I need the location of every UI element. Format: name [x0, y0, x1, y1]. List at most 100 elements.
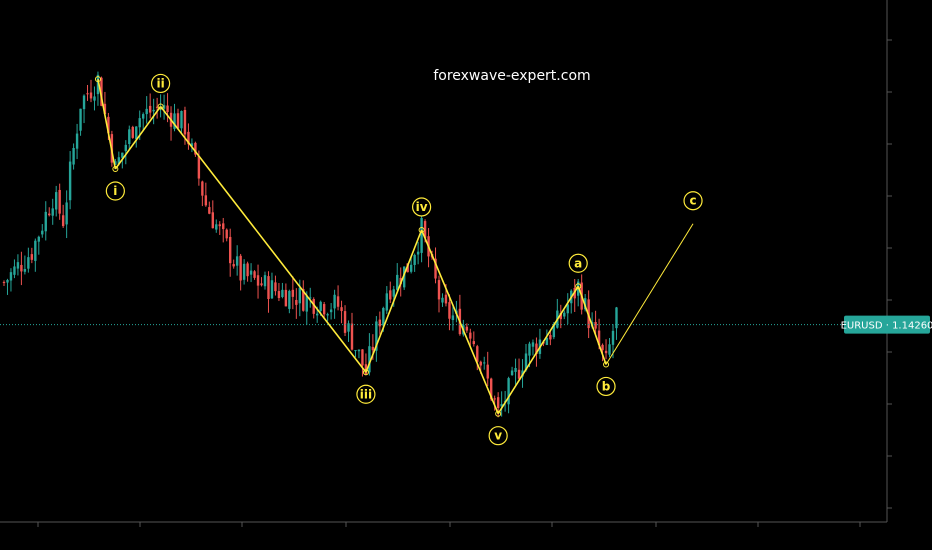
- candle-body: [604, 350, 608, 354]
- candle-body: [343, 311, 347, 333]
- candle-body: [333, 294, 336, 309]
- candle-body: [256, 275, 260, 286]
- candle-body: [322, 304, 326, 315]
- candle-body: [235, 256, 239, 266]
- candle-body: [2, 281, 6, 283]
- candle-body: [385, 293, 388, 311]
- candle-body: [187, 131, 190, 145]
- candle-body: [75, 133, 79, 149]
- candle-body: [552, 325, 556, 338]
- candle-body: [375, 321, 378, 351]
- candle-body: [34, 240, 37, 261]
- elliott-wave-lines: [94, 76, 694, 417]
- candle-body: [89, 92, 93, 99]
- candle-body: [232, 264, 235, 267]
- candle-body: [535, 343, 538, 355]
- candle-body: [406, 263, 409, 273]
- candle-body: [309, 297, 312, 299]
- candle-body: [448, 302, 451, 319]
- candle-body: [608, 344, 611, 355]
- candle-body: [117, 157, 121, 164]
- candle-body: [378, 319, 382, 327]
- candle-body: [545, 337, 549, 346]
- candle-body: [510, 370, 514, 376]
- candle-body: [166, 105, 169, 112]
- candle-body: [135, 126, 138, 140]
- wave-segment: [605, 223, 694, 365]
- candle-body: [204, 195, 208, 206]
- candle-body: [312, 299, 315, 314]
- candle-body: [103, 103, 107, 115]
- candle-body: [246, 263, 249, 277]
- candle-body: [528, 343, 531, 356]
- candle-body: [326, 314, 329, 316]
- candle-body: [201, 181, 204, 196]
- wave-segment: [114, 105, 162, 170]
- candle-body: [392, 289, 395, 297]
- candle-body: [298, 287, 301, 304]
- wave-label-i: i: [105, 181, 125, 201]
- candle-body: [451, 315, 455, 321]
- candle-body: [93, 96, 96, 101]
- candle-body: [399, 277, 402, 285]
- wave-segment: [97, 78, 117, 170]
- candle-body: [437, 280, 441, 300]
- candle-body: [396, 274, 399, 290]
- wave-label-ii: ii: [151, 73, 171, 94]
- candle-body: [142, 114, 145, 119]
- candle-body: [249, 270, 253, 275]
- wave-label-circle: [488, 426, 508, 446]
- candle-body: [23, 268, 27, 272]
- candle-body: [145, 108, 148, 115]
- candle-body: [30, 254, 34, 260]
- candle-body: [100, 77, 103, 106]
- candle-body: [559, 312, 562, 320]
- candle-body: [13, 266, 16, 275]
- candle-body: [124, 144, 127, 152]
- candle-body: [16, 262, 20, 269]
- candle-body: [476, 346, 479, 362]
- candle-body: [267, 276, 270, 299]
- candle-body: [524, 353, 528, 371]
- candle-body: [611, 330, 615, 345]
- wave-label-circle: [105, 181, 125, 201]
- candle-body: [566, 304, 569, 314]
- candle-body: [128, 129, 131, 145]
- price-badge[interactable]: EURUSD · 1.14260: [841, 315, 932, 334]
- candle-body: [107, 116, 110, 134]
- candle-body: [173, 113, 176, 129]
- candle-body: [148, 105, 152, 113]
- candle-body: [72, 148, 75, 165]
- candle-body: [493, 398, 496, 400]
- wave-point: [157, 103, 164, 110]
- wave-label-circle: [683, 191, 703, 211]
- wave-label-circle: [568, 253, 588, 273]
- wave-segment: [577, 286, 607, 365]
- candle-body: [490, 378, 493, 400]
- candle-body: [281, 289, 284, 297]
- wave-point: [112, 166, 119, 172]
- candle-body: [295, 299, 298, 305]
- candle-body: [336, 296, 340, 307]
- candle-body: [61, 215, 65, 227]
- wave-point: [495, 410, 502, 417]
- candle-body: [514, 367, 517, 372]
- candle-body: [152, 109, 155, 112]
- candle-body: [225, 229, 228, 239]
- candle-body: [444, 294, 448, 304]
- candle-body: [183, 110, 187, 135]
- candle-body: [208, 207, 211, 214]
- candle-body: [6, 279, 9, 283]
- candle-body: [531, 342, 535, 347]
- wave-segment: [497, 285, 579, 415]
- wave-segment: [365, 229, 423, 373]
- candle-body: [496, 397, 500, 409]
- wave-label-circle: [356, 384, 376, 404]
- candle-body: [82, 95, 86, 110]
- wave-label-b: b: [596, 376, 616, 397]
- wave-label-circle: [151, 73, 171, 94]
- candle-body: [340, 307, 343, 312]
- candle-body: [20, 264, 23, 272]
